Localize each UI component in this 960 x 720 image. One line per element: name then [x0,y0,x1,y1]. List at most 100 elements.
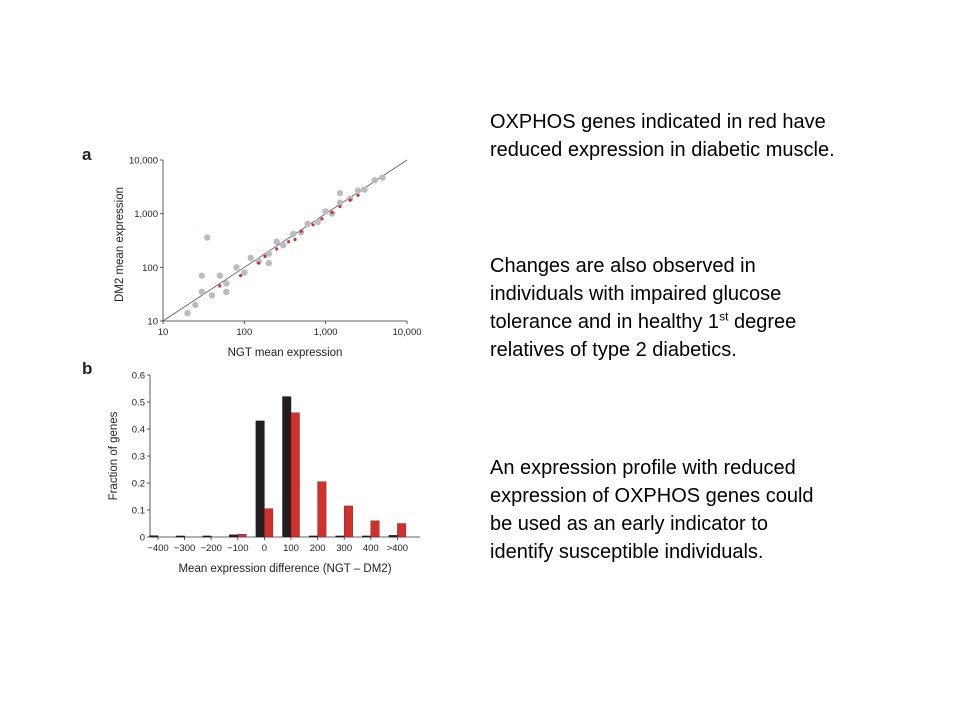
bar-x-tick-label: −400 [147,543,168,554]
y-tick-label: 100 [142,263,158,274]
bar-ngt [335,535,345,538]
bar-y-tick-label: 0 [140,533,145,544]
bar-y-tick-label: 0.2 [132,479,145,490]
scatter-point [192,301,199,309]
ordinal-suffix: st [719,309,729,324]
paragraph-profile: An expression profile with reduced expre… [490,457,814,563]
scatter-point [198,288,206,296]
scatter-point [361,186,368,193]
bar-series [149,396,407,538]
scatter-series-gray [184,174,386,317]
bar-oxphos [264,508,274,538]
bar-oxphos [370,520,380,538]
bar-ngt [149,535,159,538]
identity-line [162,159,408,322]
bar-chart: 0 0.1 0.2 0.3 0.4 0.5 0.6 −400 −300 −200 −100 0 100 2… [108,371,420,575]
scatter-point [265,259,273,267]
y-axis-label: DM2 mean expression [114,187,126,302]
scatter-point [247,254,254,262]
x-tick-label: 10,000 [392,327,421,338]
bar-ngt [308,535,318,538]
scatter-point-oxphos [263,254,267,258]
scatter-point [279,241,287,249]
scatter-point-oxphos [286,240,291,244]
panel-a-label: a [82,145,92,164]
bar-ngt [362,535,371,538]
figure: a 10 100 1,000 10,000 10 100 1,000 10,000 NGT m… [82,145,422,575]
paragraph-oxphos: OXPHOS genes indicated in red have reduc… [490,111,835,161]
y-tick-label: 1,000 [134,209,158,220]
bar-y-tick-label: 0.1 [132,506,145,517]
scatter-point [255,258,262,265]
bar-x-tick-label: 100 [283,543,299,554]
scatter-point-oxphos [338,205,342,209]
paragraph-changes-tail: degree relatives of type 2 diabetics. [490,311,797,361]
scatter-chart: 10 100 1,000 10,000 10 100 1,000 10,000 NGT mea… [114,156,422,360]
scatter-point-oxphos [293,237,297,242]
scatter-point [354,187,362,194]
scatter-point [336,199,344,206]
scatter-point-oxphos [348,198,352,202]
y-tick-label: 10,000 [129,156,158,167]
scatter-point-oxphos [356,193,360,197]
x-tick-label: 10 [158,327,169,338]
y-tick-label: 10 [147,317,158,328]
scatter-point [371,177,378,184]
bar-ngt [202,535,212,538]
bar-oxphos [237,534,247,538]
bar-x-tick-label: 0 [262,543,267,554]
bar-x-tick-label: 300 [336,543,352,554]
paragraph-changes-text: Changes are also observed in individuals… [490,255,782,333]
scatter-point [379,174,386,181]
scatter-point [290,230,297,238]
scatter-point [198,272,206,279]
bar-ngt [388,535,398,538]
x-tick-label: 1,000 [314,327,338,338]
bar-x-tick-label: >400 [387,543,408,554]
bar-y-tick-label: 0.5 [132,398,145,409]
scatter-point-oxphos [311,223,315,227]
bar-y-tick-label: 0.4 [132,425,145,436]
x-axis-label: NGT mean expression [228,347,343,359]
bar-oxphos [344,505,353,538]
x-tick-label: 100 [236,327,252,338]
bar-ngt [229,534,239,538]
scatter-point [233,264,240,271]
scatter-point [322,208,329,215]
scatter-axes: 10 100 1,000 10,000 10 100 1,000 10,000 [129,156,422,339]
scatter-point-oxphos [257,261,261,265]
scatter-point-oxphos [299,229,303,233]
bar-x-tick-label: 400 [363,543,379,554]
bar-ngt [175,535,185,538]
paragraph-changes: Changes are also observed in individuals… [490,252,835,364]
scatter-point-oxphos [320,217,324,221]
bar-ngt [255,420,265,538]
scatter-point-oxphos [218,284,222,288]
bar-x-tick-label: −100 [227,543,248,554]
scatter-series-red [218,193,360,288]
bar-x-tick-label: 200 [310,543,326,554]
scatter-point [223,288,230,296]
scatter-point [273,238,280,245]
scatter-point [204,234,211,241]
scatter-point [336,190,344,197]
scatter-point-oxphos [239,274,243,278]
scatter-point [241,269,248,276]
bar-oxphos [397,523,407,538]
bar-x-tick-label: −200 [200,543,221,554]
bar-y-tick-label: 0.3 [132,452,145,463]
bar-x-tick-label: −300 [174,543,195,554]
scatter-point [265,250,273,257]
scatter-point [304,220,311,228]
bar-oxphos [290,412,300,538]
scatter-point-oxphos [275,247,279,251]
bar-x-axis-label: Mean expression difference (NGT – DM2) [178,563,391,575]
scatter-point [184,309,191,317]
scatter-point-oxphos [330,210,334,215]
bar-ngt [282,396,292,538]
scatter-point [208,292,216,299]
scatter-point [223,280,230,287]
panel-b-label: b [82,359,92,378]
scatter-point [216,272,224,279]
bar-y-tick-label: 0.6 [132,371,145,382]
